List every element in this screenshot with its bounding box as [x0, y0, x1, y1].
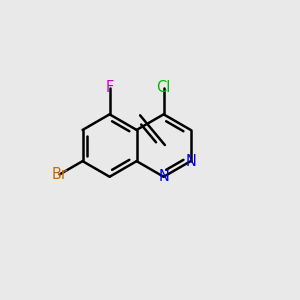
Text: Br: Br	[52, 167, 68, 182]
Text: F: F	[106, 80, 114, 95]
Text: Cl: Cl	[157, 80, 171, 95]
Text: N: N	[158, 169, 169, 184]
Text: N: N	[185, 154, 196, 169]
